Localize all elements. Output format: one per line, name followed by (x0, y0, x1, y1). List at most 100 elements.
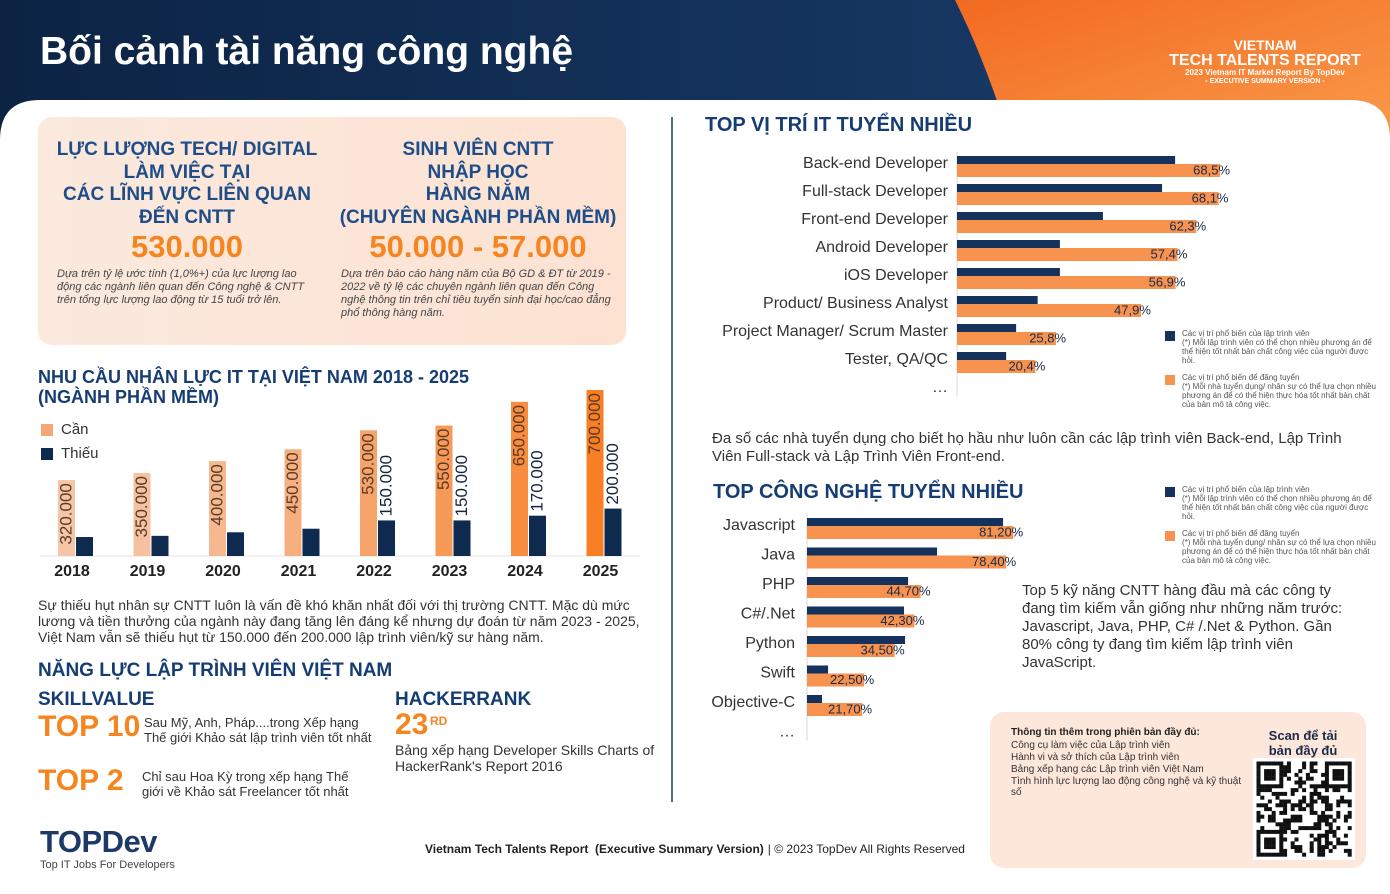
qr-cell (1279, 776, 1284, 781)
qr-cell (1324, 788, 1329, 793)
value-label: 34,50% (861, 642, 906, 657)
qr-cell (1279, 799, 1284, 804)
qr-cell (1324, 803, 1329, 808)
qr-cell (1271, 810, 1276, 815)
qr-cell (1324, 822, 1329, 827)
legend-label: Các vị trí phổ biến của lập trình viên (1182, 329, 1310, 338)
chart-title: TOP CÔNG NGHỆ TUYỂN NHIỀU (713, 481, 1024, 503)
value-label: 170.000 (527, 450, 546, 511)
qr-cell (1298, 776, 1303, 781)
qr-cell (1298, 780, 1303, 785)
qr-cell (1302, 799, 1307, 804)
qr-cell (1309, 784, 1314, 789)
qr-cell (1302, 852, 1307, 857)
qr-cell (1309, 810, 1314, 815)
legend-label: Các vị trí phổ biến để đăng tuyển (1182, 529, 1300, 538)
bar (807, 547, 938, 556)
scan-label: bản đầy đủ (1268, 743, 1338, 758)
bar (807, 695, 822, 703)
qr-cell (1340, 772, 1345, 777)
qr-cell (1256, 780, 1261, 785)
qr-cell (1294, 772, 1299, 777)
qr-cell (1256, 810, 1261, 815)
chart-title: TOP VỊ TRÍ IT TUYỂN NHIỀU (705, 114, 973, 136)
legend-label: Thiếu (61, 445, 99, 462)
legend-note: (*) Mỗi lập trình viên có thể chọn nhiều… (1182, 338, 1372, 365)
legend-swatch (1165, 375, 1175, 385)
qr-cell (1286, 826, 1291, 831)
qr-cell (1294, 803, 1299, 808)
qr-cell (1256, 848, 1261, 853)
qr-cell (1279, 784, 1284, 789)
qr-cell (1283, 769, 1288, 774)
qr-cell (1336, 841, 1341, 846)
stat-label: LÀM VIỆC TẠI (123, 161, 251, 183)
qr-cell (1336, 784, 1341, 789)
qr-cell (1336, 772, 1341, 777)
x-tick-label: 2018 (54, 563, 90, 580)
qr-cell (1294, 814, 1299, 819)
info-item: Bảng xếp hạng các Lập trình viên Việt Na… (1011, 764, 1204, 775)
qr-cell (1283, 848, 1288, 853)
qr-cell (1267, 845, 1272, 850)
qr-cell (1264, 852, 1269, 857)
skill-text: Sau Mỹ, Anh, Pháp....trong Xếp hạng Thế … (144, 715, 372, 745)
qr-cell (1256, 829, 1261, 834)
qr-cell (1343, 848, 1348, 853)
bar (227, 532, 244, 556)
qr-cell (1347, 810, 1352, 815)
qr-cell (1321, 810, 1326, 815)
qr-cell (1256, 788, 1261, 793)
qr-cell (1347, 848, 1352, 853)
qr-cell (1328, 841, 1333, 846)
category-label: C#/.Net (741, 606, 796, 623)
qr-cell (1302, 780, 1307, 785)
qr-cell (1256, 776, 1261, 781)
qr-cell (1275, 829, 1280, 834)
qr-cell (1294, 780, 1299, 785)
qr-cell (1321, 848, 1326, 853)
bar (435, 425, 453, 556)
bar (957, 192, 1219, 205)
bar (807, 518, 1004, 526)
qr-cell (1279, 761, 1284, 766)
qr-cell (1309, 833, 1314, 838)
qr-cell (1347, 765, 1352, 770)
qr-cell (1324, 829, 1329, 834)
bar (807, 526, 1014, 539)
legend-swatch (1165, 487, 1175, 497)
qr-cell (1321, 780, 1326, 785)
qr-cell (1332, 833, 1337, 838)
qr-cell (1275, 791, 1280, 796)
qr-cell (1332, 784, 1337, 789)
qr-cell (1286, 799, 1291, 804)
category-label: Python (745, 635, 795, 652)
info-item: Tình hình lực lượng lao động công nghệ v… (1011, 776, 1242, 798)
qr-cell (1309, 845, 1314, 850)
bar (807, 614, 915, 628)
footer-report: Vietnam Tech Talents Report (Executive S… (425, 842, 764, 856)
qr-code (1256, 761, 1352, 857)
qr-cell (1271, 784, 1276, 789)
qr-cell (1324, 784, 1329, 789)
skill-rank: TOP 10 (38, 710, 141, 743)
qr-cell (1283, 765, 1288, 770)
info-item: Công cụ làm việc của Lập trình viên (1011, 740, 1170, 751)
qr-cell (1283, 791, 1288, 796)
qr-cell (1317, 795, 1322, 800)
qr-cell (1283, 822, 1288, 827)
skill-text: Bảng xếp hạng Developer Skills Charts of… (395, 742, 655, 774)
qr-cell (1279, 780, 1284, 785)
x-tick-label: 2019 (130, 563, 166, 580)
brand-line: VIETNAM (1233, 37, 1297, 53)
qr-cell (1264, 784, 1269, 789)
qr-cell (1305, 803, 1310, 808)
chart-title: (NGÀNH PHẦN MỀM) (38, 387, 219, 407)
qr-cell (1317, 848, 1322, 853)
legend-note: (*) Mỗi lập trình viên có thể chọn nhiều… (1182, 494, 1372, 521)
bar (807, 673, 865, 687)
bar (453, 520, 471, 556)
qr-cell (1302, 765, 1307, 770)
x-tick-label: 2023 (432, 563, 468, 580)
qr-cell (1264, 807, 1269, 812)
